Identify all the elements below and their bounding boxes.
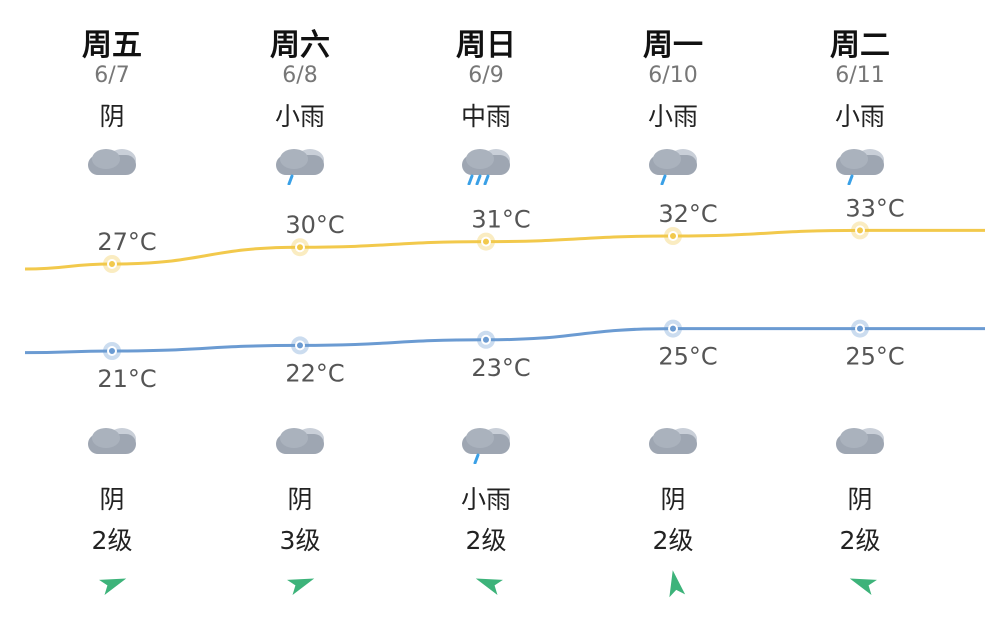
wind-direction — [471, 566, 505, 600]
wind-level-label: 3级 — [279, 526, 321, 555]
day-condition-label: 中雨 — [460, 102, 511, 131]
day-condition-label: 小雨 — [834, 102, 885, 131]
moderate-rain-icon — [462, 149, 510, 186]
day-condition-label: 小雨 — [274, 102, 325, 131]
high-temp-label: 31°C — [471, 206, 530, 234]
wind-level-label: 2级 — [839, 526, 881, 555]
wind-direction-icon — [669, 570, 686, 598]
date-label: 6/8 — [282, 63, 318, 88]
low-temp-label: 23°C — [471, 354, 530, 382]
cloudy-icon — [88, 149, 136, 175]
wind-direction — [845, 566, 879, 600]
wind-direction-icon — [475, 578, 503, 595]
night-weather-icon — [270, 424, 332, 464]
day-column[interactable]: 周二 6/11 小雨阴 2级 — [780, 0, 940, 617]
day-weather-icon — [270, 145, 332, 186]
high-temp-label: 30°C — [285, 211, 344, 239]
wind-direction — [658, 566, 692, 600]
day-weather-icon — [830, 145, 892, 186]
high-temp-point — [295, 242, 305, 253]
date-label: 6/7 — [94, 63, 130, 88]
date-label: 6/11 — [835, 63, 885, 88]
weekday-label: 周五 — [82, 28, 142, 63]
wind-level-label: 2级 — [652, 526, 694, 555]
wind-direction-icon — [99, 578, 127, 595]
light-rain-icon — [462, 428, 510, 465]
light-rain-icon — [649, 149, 697, 186]
night-condition-label: 阴 — [287, 485, 313, 514]
night-condition-label: 阴 — [99, 485, 125, 514]
date-label: 6/10 — [648, 63, 698, 88]
wind-direction-icon — [287, 578, 315, 595]
night-weather-icon — [456, 424, 518, 465]
low-temp-label: 25°C — [845, 343, 904, 371]
day-column[interactable]: 周日 6/9 中雨小雨 2级 — [406, 0, 566, 617]
light-rain-icon — [836, 149, 884, 186]
day-column[interactable]: 周五 6/7 阴阴 2级 — [32, 0, 192, 617]
wind-direction — [97, 566, 131, 600]
day-column[interactable]: 周一 6/10 小雨阴 2级 — [593, 0, 753, 617]
date-label: 6/9 — [468, 63, 504, 88]
day-condition-label: 阴 — [99, 102, 125, 131]
wind-direction-icon — [849, 578, 877, 595]
day-condition-label: 小雨 — [647, 102, 698, 131]
night-weather-icon — [830, 424, 892, 464]
low-temp-label: 22°C — [285, 359, 344, 387]
wind-level-label: 2级 — [465, 526, 507, 555]
high-temp-point — [481, 236, 491, 247]
cloudy-icon — [88, 428, 136, 454]
wind-direction — [285, 566, 319, 600]
weekday-label: 周一 — [643, 28, 703, 63]
light-rain-icon — [276, 149, 324, 186]
high-temp-label: 27°C — [97, 228, 156, 256]
night-weather-icon — [82, 424, 144, 464]
day-column[interactable]: 周六 6/8 小雨阴 3级 — [220, 0, 380, 617]
wind-level-label: 2级 — [91, 526, 133, 555]
high-temp-point — [668, 231, 678, 241]
low-temp-point — [295, 340, 305, 351]
low-temp-label: 21°C — [97, 365, 156, 393]
day-weather-icon — [456, 145, 518, 186]
high-temp-point — [855, 225, 865, 236]
low-temp-point — [668, 323, 678, 334]
high-temp-label: 33°C — [845, 194, 904, 222]
night-weather-icon — [643, 424, 705, 464]
weekday-label: 周二 — [830, 28, 890, 63]
high-temp-point — [107, 259, 117, 269]
cloudy-icon — [836, 428, 884, 454]
low-temp-point — [855, 323, 865, 334]
day-weather-icon — [643, 145, 705, 186]
night-condition-label: 阴 — [847, 485, 873, 514]
night-condition-label: 阴 — [660, 485, 686, 514]
high-temp-label: 32°C — [658, 200, 717, 228]
weekday-label: 周日 — [456, 28, 516, 63]
day-weather-icon — [82, 145, 144, 185]
low-temp-point — [107, 346, 117, 356]
weekday-label: 周六 — [270, 28, 330, 63]
cloudy-icon — [276, 428, 324, 454]
low-temp-label: 25°C — [658, 343, 717, 371]
cloudy-icon — [649, 428, 697, 454]
night-condition-label: 小雨 — [460, 485, 511, 514]
low-temp-point — [481, 334, 491, 345]
